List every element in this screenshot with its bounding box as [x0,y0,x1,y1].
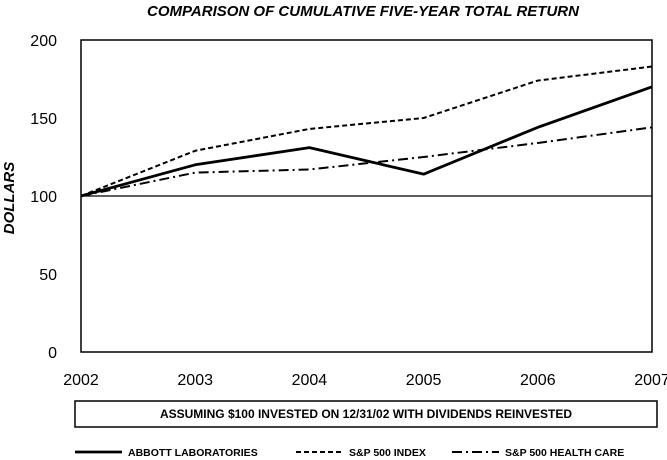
x-tick-label: 2005 [406,372,442,389]
legend-label: S&P 500 INDEX [349,447,426,459]
x-tick-label: 2006 [520,372,556,389]
x-tick-label: 2003 [177,372,213,389]
series-group [80,65,653,198]
series-line [80,85,653,198]
note-box [74,400,658,428]
chart-title: COMPARISON OF CUMULATIVE FIVE-YEAR TOTAL… [147,3,580,20]
y-ticks: 200 150 100 50 0 [30,33,57,362]
series-line [80,126,653,197]
x-tick-label: 2002 [63,372,99,389]
legend: ABBOTT LABORATORIES S&P 500 INDEX S&P 500 … [75,447,624,459]
note-text: ASSUMING $100 INVESTED ON 12/31/02 WITH … [160,407,572,421]
y-tick-label: 50 [39,267,57,284]
y-tick-label: 150 [30,111,57,128]
x-tick-label: 2004 [292,372,328,389]
y-tick-label: 0 [48,345,57,362]
legend-label: ABBOTT LABORATORIES [128,447,258,459]
series-line [80,65,653,197]
legend-label: S&P 500 HEALTH CARE [505,447,624,459]
y-tick-label: 100 [30,189,57,206]
y-tick-label: 200 [30,33,57,50]
x-tick-label: 2007 [634,372,667,389]
y-axis-label: DOLLARS [1,162,18,235]
x-ticks: 2002 2003 2004 2005 2006 2007 [63,372,667,389]
